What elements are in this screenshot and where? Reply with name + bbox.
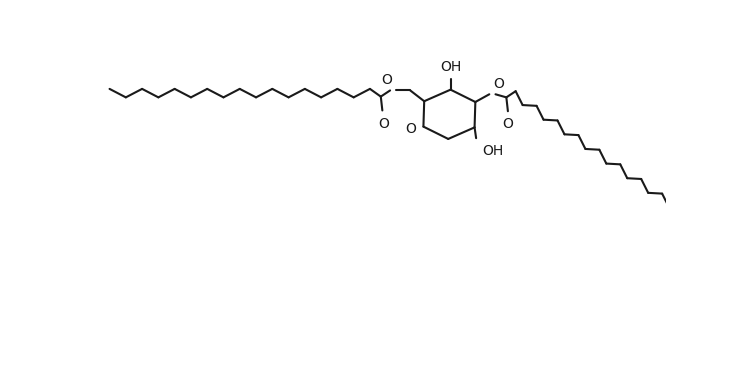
Text: O: O [381,74,391,87]
Text: O: O [493,77,504,91]
Text: OH: OH [440,60,461,74]
Text: O: O [405,122,416,136]
Text: O: O [378,117,389,130]
Text: O: O [502,117,514,131]
Text: OH: OH [482,144,504,158]
